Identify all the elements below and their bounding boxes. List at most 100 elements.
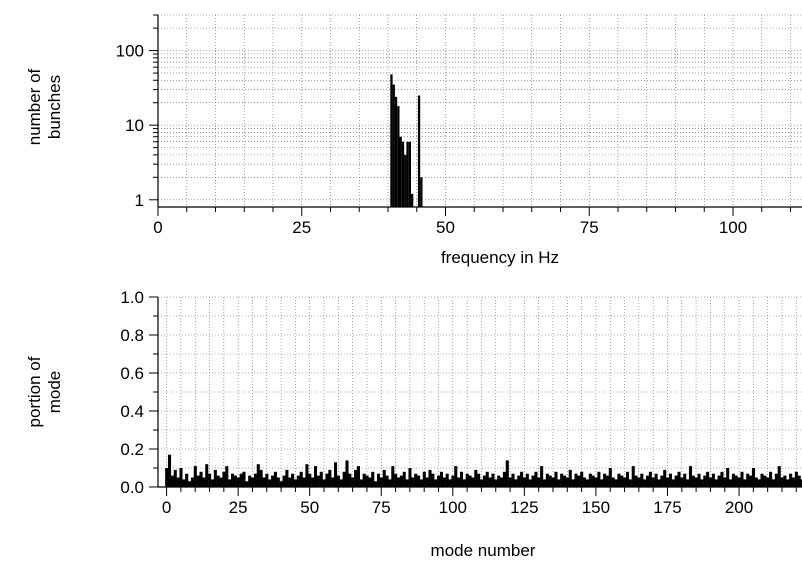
mode-bar: [233, 475, 237, 487]
mode-bar: [528, 479, 532, 487]
mode-bar: [308, 473, 312, 487]
mode-bar: [273, 471, 277, 487]
mode-y-axis-label-line1: portion of: [25, 356, 44, 427]
mode-bar: [354, 469, 358, 487]
mode-bar: [726, 468, 730, 487]
mode-bar: [230, 473, 235, 487]
mode-bar: [545, 473, 549, 487]
frequency-x-tick-label: 75: [580, 218, 599, 237]
mode-bar: [210, 479, 215, 487]
mode-bar: [396, 477, 401, 487]
mode-bar: [517, 475, 521, 487]
mode-bar: [625, 471, 630, 487]
mode-bar: [557, 479, 561, 487]
mode-bar: [402, 471, 406, 487]
mode-bar: [568, 469, 572, 487]
mode-bar: [574, 473, 578, 487]
mode-bar: [743, 479, 747, 487]
mode-chart-grid: [158, 296, 802, 487]
frequency-x-tick-label: 50: [436, 218, 455, 237]
mode-bar: [434, 479, 438, 487]
mode-x-tick-label: 100: [439, 498, 467, 517]
mode-bar: [485, 471, 489, 487]
frequency-y-tick-label: 10: [125, 116, 144, 135]
mode-x-axis-label: mode number: [431, 541, 536, 560]
mode-bar: [399, 475, 403, 487]
mode-bar: [179, 468, 183, 487]
mode-bar: [571, 479, 575, 487]
frequency-x-axis-label: frequency in Hz: [441, 248, 559, 267]
mode-bar: [365, 475, 369, 487]
mode-bar: [497, 475, 501, 487]
mode-bar: [417, 475, 421, 487]
mode-bar: [611, 477, 615, 487]
mode-bar: [508, 477, 512, 487]
mode-bar: [328, 469, 332, 487]
mode-bar: [789, 473, 793, 487]
mode-bar: [322, 479, 326, 487]
mode-bar: [502, 471, 506, 487]
mode-bar: [168, 454, 172, 487]
mode-bar: [442, 477, 446, 487]
mode-bar: [165, 468, 169, 487]
mode-bar: [345, 460, 349, 487]
mode-bars: [165, 454, 802, 487]
frequency-bar: [408, 141, 411, 207]
mode-bar: [700, 479, 704, 487]
mode-bar: [588, 473, 592, 487]
mode-bar: [293, 479, 298, 487]
mode-bar: [480, 479, 484, 487]
mode-bar: [654, 473, 658, 487]
mode-bar: [686, 479, 690, 487]
mode-bar: [182, 479, 186, 487]
mode-chart-axes: [149, 296, 802, 496]
mode-bar: [651, 477, 655, 487]
mode-bar: [474, 469, 478, 487]
mode-bar: [202, 477, 206, 487]
mode-x-tick-label: 0: [162, 498, 171, 517]
mode-bar: [190, 477, 194, 487]
mode-bar: [362, 473, 366, 487]
mode-bar: [296, 475, 300, 487]
mode-bar: [188, 481, 192, 487]
mode-bar: [385, 475, 389, 487]
mode-bar: [422, 471, 426, 487]
mode-bar: [751, 468, 755, 487]
mode-bar: [437, 475, 441, 487]
mode-bar: [313, 466, 318, 487]
mode-bar: [193, 466, 197, 487]
mode-bar: [199, 471, 203, 487]
mode-bar: [302, 477, 306, 487]
mode-bar: [688, 466, 693, 487]
mode-bar: [754, 477, 758, 487]
mode-chart-tick-labels: 0 25 50 75 100 125 150 175 200 0.0 0.2 0.4 0.6 0.8 1.0: [120, 288, 753, 517]
mode-bar: [706, 471, 710, 487]
mode-bar: [583, 477, 587, 487]
mode-bar: [648, 471, 652, 487]
mode-bar: [520, 471, 524, 487]
mode-y-tick-label: 0.2: [120, 440, 144, 459]
mode-bar: [600, 479, 604, 487]
frequency-chart-axes: [149, 14, 802, 216]
frequency-bar: [397, 106, 400, 207]
mode-bar: [451, 475, 455, 487]
mode-bar: [666, 477, 670, 487]
mode-bar: [671, 479, 675, 487]
mode-bar: [222, 471, 226, 487]
mode-x-tick-label: 200: [725, 498, 753, 517]
mode-bar: [729, 479, 733, 487]
mode-bar: [746, 473, 750, 487]
mode-bar: [548, 475, 552, 487]
mode-bar: [786, 479, 790, 487]
mode-bar: [663, 469, 667, 487]
mode-bar: [525, 473, 529, 487]
mode-x-tick-label: 150: [582, 498, 610, 517]
mode-bar: [591, 475, 595, 487]
mode-bar: [374, 481, 378, 487]
mode-bar: [316, 475, 320, 487]
mode-bar: [634, 475, 638, 487]
mode-bar: [170, 475, 174, 487]
mode-bar: [542, 479, 547, 487]
mode-bar: [425, 477, 429, 487]
mode-bar: [491, 473, 495, 487]
